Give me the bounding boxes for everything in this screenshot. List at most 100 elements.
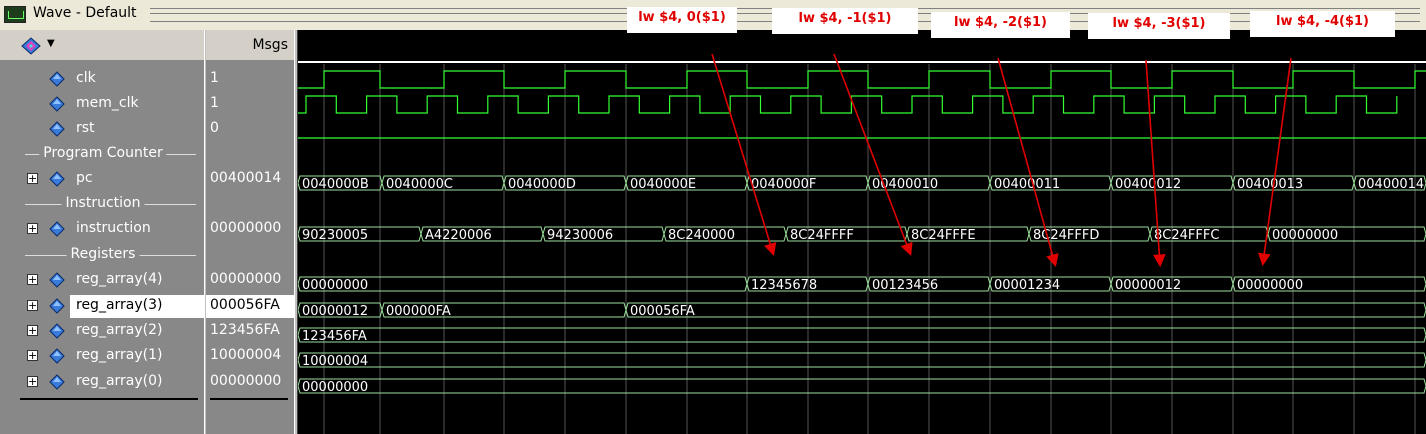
annotation-arrow <box>1257 57 1292 267</box>
value-pane-header: Msgs <box>206 30 296 60</box>
signal-name: reg_array(0) <box>76 373 163 389</box>
expand-icon[interactable]: + <box>27 222 38 235</box>
expand-icon[interactable]: + <box>27 349 38 362</box>
instruction-bus-value: 8C24FFFD <box>1033 228 1099 243</box>
signal-diamond-icon <box>49 374 65 390</box>
chevron-down-icon[interactable]: ▼ <box>47 38 55 49</box>
instruction-bus-segment <box>542 226 665 242</box>
signal-row-reg-array-1[interactable]: + reg_array(1) <box>0 344 206 369</box>
instruction-bus-segment <box>1267 226 1426 242</box>
instruction-bus-value: 94230006 <box>547 228 613 243</box>
annotation-arrow <box>711 53 777 257</box>
signal-diamond-icon <box>49 221 65 237</box>
wave-window-icon <box>4 6 26 23</box>
signal-row-instruction[interactable]: + instruction <box>0 217 206 242</box>
pc-bus-value: 00400014 <box>1358 177 1424 192</box>
instruction-bus-segment <box>420 226 544 242</box>
signal-diamond-icon <box>49 348 65 364</box>
pc-bus-value: 00400013 <box>1237 177 1303 192</box>
signal-value-rst[interactable]: 0 <box>206 117 296 142</box>
instruction-bus-segment <box>906 226 1030 242</box>
signal-value-text: 00400014 <box>210 170 282 186</box>
signal-value-text: 00000000 <box>210 220 282 236</box>
signal-value-reg-array-2[interactable]: 123456FA <box>206 319 296 344</box>
signal-row-reg-array-2[interactable]: + reg_array(2) <box>0 319 206 344</box>
reg4-bus-value: 00123456 <box>872 278 938 293</box>
signal-value-pane: Msgs 1 1 0 00400014 00000000 00000000 000056FA… <box>206 30 296 434</box>
signal-diamond-icon <box>49 121 65 137</box>
expand-icon[interactable]: + <box>27 324 38 337</box>
signal-row-reg-array-3[interactable]: + reg_array(3) <box>0 294 206 319</box>
pc-bus-value: 0040000B <box>302 177 369 192</box>
signal-value-reg-array-1[interactable]: 10000004 <box>206 344 296 369</box>
reg4-bus-value: 00000012 <box>1115 278 1181 293</box>
instruction-bus-value: 8C24FFFF <box>790 228 854 243</box>
annotation-label: lw $4, -3($1) <box>1088 13 1230 39</box>
instruction-bus-value: 00000000 <box>1272 228 1338 243</box>
signal-row-pc[interactable]: + pc <box>0 167 206 192</box>
reg3-bus-value: 000056FA <box>630 304 695 319</box>
window-title: Wave - Default <box>33 5 137 21</box>
signal-row-reg-array-4[interactable]: + reg_array(4) <box>0 268 206 293</box>
signal-value-text: 00000000 <box>210 271 282 287</box>
signal-value-instruction[interactable]: 00000000 <box>206 217 296 242</box>
reg4-bus-segment <box>298 276 748 292</box>
signal-row-rst[interactable]: rst <box>0 117 206 142</box>
signal-value-pc[interactable]: 00400014 <box>206 167 296 192</box>
signal-value-clk[interactable]: 1 <box>206 67 296 92</box>
reg4-bus-value: 00000000 <box>1237 278 1303 293</box>
signal-value-text: 0 <box>210 120 219 136</box>
signal-name: reg_array(2) <box>76 322 163 338</box>
mem-clk-waveform <box>298 95 1398 114</box>
expand-icon[interactable]: + <box>27 172 38 185</box>
pc-bus-segment <box>625 175 748 191</box>
divider-program-counter: Program Counter <box>0 142 206 167</box>
pc-bus-segment <box>503 175 627 191</box>
clk-waveform <box>298 70 1426 89</box>
signal-name: pc <box>76 170 93 186</box>
annotation-arrow <box>997 57 1059 268</box>
signal-value-reg-array-4[interactable]: 00000000 <box>206 268 296 293</box>
signal-value-reg-array-0[interactable]: 00000000 <box>206 370 296 395</box>
reg3-bus-segment <box>298 302 383 318</box>
reg1-bus-value: 10000004 <box>302 354 368 369</box>
pc-bus-segment <box>298 175 383 191</box>
expand-icon[interactable]: + <box>27 375 38 388</box>
signal-value-text: 10000004 <box>210 347 282 363</box>
instruction-bus-value: 8C24FFFC <box>1154 228 1219 243</box>
instruction-bus-value: 8C24FFFE <box>911 228 976 243</box>
signal-name: reg_array(4) <box>76 271 163 287</box>
pc-bus-segment <box>1353 175 1426 191</box>
signal-value-mem-clk[interactable]: 1 <box>206 92 296 117</box>
waveform-pane[interactable]: 0040000B 0040000C 0040000D 0040000E 0040000F… <box>298 30 1426 434</box>
reg0-bus-segment <box>298 378 1426 394</box>
signal-row-clk[interactable]: clk <box>0 67 206 92</box>
annotation-arrow <box>833 53 913 256</box>
reg4-bus-value: 00001234 <box>994 278 1060 293</box>
msgs-column-label: Msgs <box>252 37 288 53</box>
annotation-arrow <box>1145 59 1166 268</box>
name-pane-header: ▼ <box>0 30 206 60</box>
annotation-label: lw $4, -2($1) <box>931 12 1070 38</box>
signal-diamond-icon <box>49 96 65 112</box>
signal-row-mem-clk[interactable]: mem_clk <box>0 92 206 117</box>
expand-icon[interactable]: + <box>27 299 38 312</box>
signal-value-reg-array-3[interactable]: 000056FA <box>206 294 296 319</box>
pc-bus-segment <box>381 175 505 191</box>
pc-bus-segment <box>867 175 991 191</box>
pane-splitter-right[interactable] <box>294 30 298 434</box>
reg4-bus-segment <box>989 276 1112 292</box>
add-signal-icon[interactable] <box>20 36 42 56</box>
signal-row-reg-array-0[interactable]: + reg_array(0) <box>0 370 206 395</box>
divider-label: Registers <box>66 246 140 262</box>
pc-bus-segment <box>989 175 1112 191</box>
reg4-bus-value: 12345678 <box>751 278 817 293</box>
signal-name: reg_array(1) <box>76 347 163 363</box>
reg0-bus-value: 00000000 <box>302 380 368 395</box>
annotation-label: lw $4, 0($1) <box>627 7 737 33</box>
reg2-bus-segment <box>298 327 1426 343</box>
divider-instruction: Instruction <box>0 192 206 217</box>
expand-icon[interactable]: + <box>27 273 38 286</box>
pc-bus-value: 0040000C <box>386 177 453 192</box>
instruction-bus-segment <box>298 226 422 242</box>
